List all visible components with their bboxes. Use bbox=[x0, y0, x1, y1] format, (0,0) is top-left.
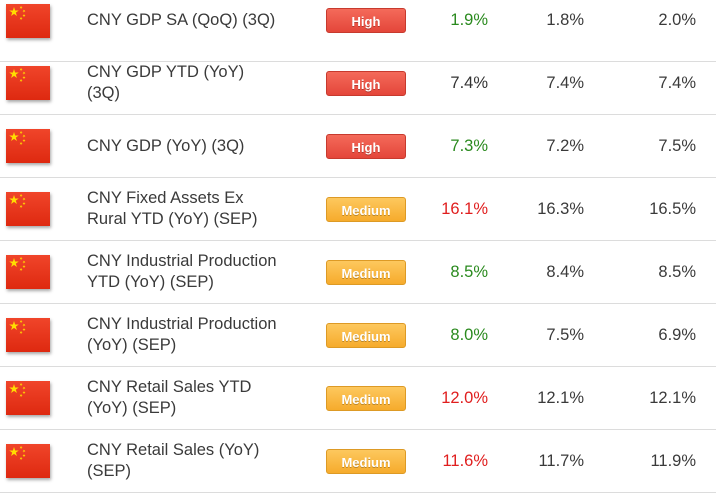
previous-value: 8.5% bbox=[658, 263, 696, 281]
importance-badge: Medium bbox=[326, 323, 406, 348]
table-row: CNY GDP (YoY) (3Q) High 7.3% 7.2% 7.5% bbox=[0, 116, 716, 178]
previous-value: 7.5% bbox=[658, 137, 696, 155]
importance-badge: Medium bbox=[326, 449, 406, 474]
forecast-value: 11.7% bbox=[538, 452, 584, 470]
event-name: CNY GDP SA (QoQ) (3Q) bbox=[87, 10, 317, 31]
previous-value: 16.5% bbox=[649, 200, 696, 218]
china-flag-icon bbox=[6, 444, 50, 478]
table-row: CNY Retail Sales YTD (YoY) (SEP) Medium 12.… bbox=[0, 368, 716, 430]
event-name-line: (YoY) (SEP) bbox=[87, 399, 177, 417]
event-name: CNY Fixed Assets Ex Rural YTD (YoY) (SEP) bbox=[87, 188, 317, 230]
table-row: CNY GDP SA (QoQ) (3Q) High 1.9% 1.8% 2.0% bbox=[0, 0, 716, 62]
importance-badge: High bbox=[326, 8, 406, 33]
importance-badge: Medium bbox=[326, 386, 406, 411]
event-name: CNY Industrial Production YTD (YoY) (SEP) bbox=[87, 251, 317, 293]
china-flag-icon bbox=[6, 381, 50, 415]
table-row: CNY GDP YTD (YoY) (3Q) High 7.4% 7.4% 7.4% bbox=[0, 53, 716, 115]
forecast-value: 1.8% bbox=[546, 11, 584, 29]
event-name-line: CNY Fixed Assets Ex bbox=[87, 189, 244, 207]
event-name-line: CNY Retail Sales (YoY) bbox=[87, 441, 260, 459]
actual-value: 16.1% bbox=[441, 200, 488, 218]
actual-value: 7.4% bbox=[450, 74, 488, 92]
forecast-value: 7.2% bbox=[546, 137, 584, 155]
event-name-line: CNY GDP YTD (YoY) bbox=[87, 63, 245, 81]
forecast-value: 16.3% bbox=[537, 200, 584, 218]
event-name-line: CNY GDP SA (QoQ) (3Q) bbox=[87, 11, 276, 29]
china-flag-icon bbox=[6, 255, 50, 289]
forecast-value: 7.4% bbox=[546, 74, 584, 92]
importance-badge: Medium bbox=[326, 260, 406, 285]
event-name: CNY Retail Sales (YoY) (SEP) bbox=[87, 440, 317, 482]
china-flag-icon bbox=[6, 318, 50, 352]
previous-value: 2.0% bbox=[658, 11, 696, 29]
event-name: CNY Retail Sales YTD (YoY) (SEP) bbox=[87, 377, 317, 419]
importance-badge: High bbox=[326, 71, 406, 96]
event-name-line: CNY GDP (YoY) (3Q) bbox=[87, 137, 245, 155]
event-name-line: Rural YTD (YoY) (SEP) bbox=[87, 210, 258, 228]
event-name-line: CNY Industrial Production bbox=[87, 315, 277, 333]
table-row: CNY Industrial Production (YoY) (SEP) Medi… bbox=[0, 305, 716, 367]
actual-value: 8.5% bbox=[450, 263, 488, 281]
previous-value: 12.1% bbox=[649, 389, 696, 407]
forecast-value: 8.4% bbox=[546, 263, 584, 281]
event-name: CNY GDP (YoY) (3Q) bbox=[87, 136, 317, 157]
previous-value: 6.9% bbox=[658, 326, 696, 344]
event-name-line: YTD (YoY) (SEP) bbox=[87, 273, 214, 291]
importance-badge: Medium bbox=[326, 197, 406, 222]
china-flag-icon bbox=[6, 192, 50, 226]
event-name-line: CNY Retail Sales YTD bbox=[87, 378, 252, 396]
actual-value: 12.0% bbox=[441, 389, 488, 407]
forecast-value: 7.5% bbox=[546, 326, 584, 344]
china-flag-icon bbox=[6, 129, 50, 163]
event-name-line: CNY Industrial Production bbox=[87, 252, 277, 270]
event-name-line: (SEP) bbox=[87, 462, 132, 480]
event-name: CNY GDP YTD (YoY) (3Q) bbox=[87, 62, 317, 104]
table-row: CNY Industrial Production YTD (YoY) (SEP)… bbox=[0, 242, 716, 304]
actual-value: 7.3% bbox=[450, 137, 488, 155]
table-row: CNY Retail Sales (YoY) (SEP) Medium 11.6% 11… bbox=[0, 431, 716, 493]
event-name-line: (YoY) (SEP) bbox=[87, 336, 177, 354]
china-flag-icon bbox=[6, 66, 50, 100]
actual-value: 1.9% bbox=[450, 11, 488, 29]
event-name-line: (3Q) bbox=[87, 84, 120, 102]
importance-badge: High bbox=[326, 134, 406, 159]
previous-value: 7.4% bbox=[658, 74, 696, 92]
table-row: CNY Fixed Assets Ex Rural YTD (YoY) (SEP)… bbox=[0, 179, 716, 241]
event-name: CNY Industrial Production (YoY) (SEP) bbox=[87, 314, 317, 356]
actual-value: 8.0% bbox=[450, 326, 488, 344]
actual-value: 11.6% bbox=[442, 452, 488, 470]
forecast-value: 12.1% bbox=[537, 389, 584, 407]
previous-value: 11.9% bbox=[650, 452, 696, 470]
china-flag-icon bbox=[6, 4, 50, 38]
